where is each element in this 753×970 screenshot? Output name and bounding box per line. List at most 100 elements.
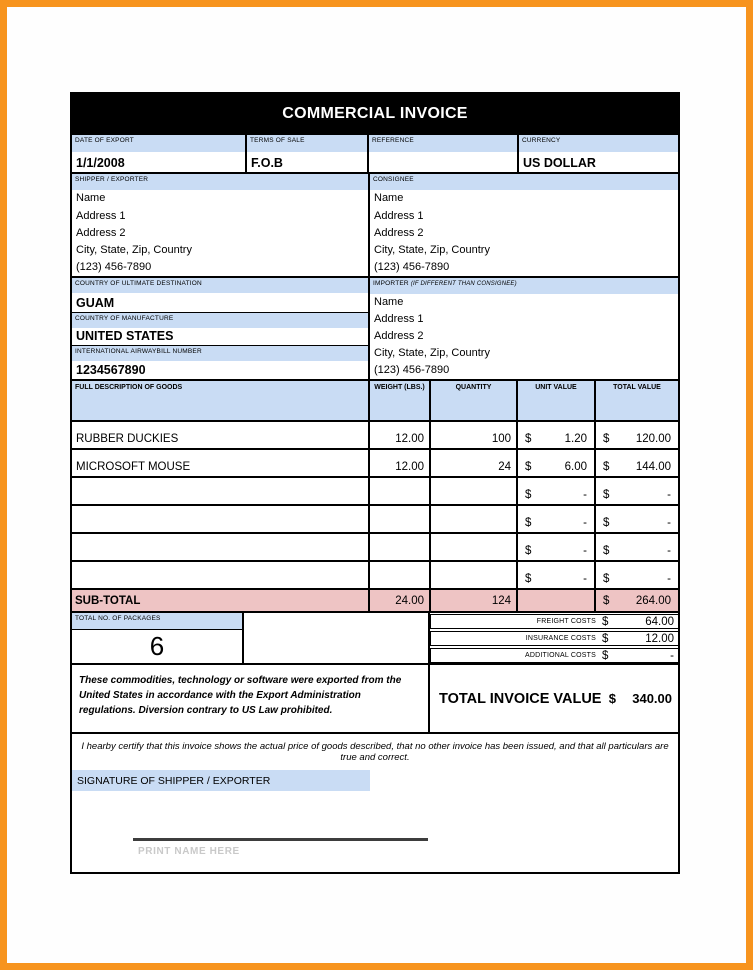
row-quantity: 24 [429,450,516,476]
row-quantity [429,478,516,504]
consignee-address1: Address 1 [374,209,424,222]
invoice-title: COMMERCIAL INVOICE [282,104,468,122]
total-invoice-label: TOTAL INVOICE VALUE [439,690,602,707]
shipper-label: SHIPPER / EXPORTER [72,174,368,190]
terms-of-sale-label: TERMS OF SALE [247,135,367,152]
header-total-value: TOTAL VALUE [594,381,678,420]
total-invoice-block: TOTAL INVOICE VALUE $ 340.00 [430,665,678,732]
importer-label: IMPORTER (IF DIFFERENT THAN CONSIGNEE) [370,278,678,294]
field-reference: REFERENCE [367,135,517,172]
insurance-costs-value: 12.00 [645,632,674,645]
shipper-exporter-block: SHIPPER / EXPORTER Name Address 1 Addres… [72,174,368,276]
goods-table: FULL DESCRIPTION OF GOODS WEIGHT (LBS.) … [72,379,678,611]
origin-importer-row: COUNTRY OF ULTIMATE DESTINATION GUAM COU… [72,276,678,379]
row-description [72,506,368,532]
goods-row: RUBBER DUCKIES 12.00 100 $1.20 $120.00 [72,422,678,450]
origin-column: COUNTRY OF ULTIMATE DESTINATION GUAM COU… [72,278,368,379]
goods-row-empty: $ - $ - [72,562,678,590]
invoice-title-bar: COMMERCIAL INVOICE [72,92,678,135]
importer-city: City, State, Zip, Country [374,347,490,360]
row-weight [368,534,429,560]
goods-row-empty: $ - $ - [72,534,678,562]
top-fields-row: DATE OF EXPORT 1/1/2008 TERMS OF SALE F.… [72,135,678,172]
importer-address2: Address 2 [374,330,424,343]
date-of-export-label: DATE OF EXPORT [72,135,245,152]
currency-label: CURRENCY [519,135,678,152]
total-invoice-value: 340.00 [632,691,672,706]
additional-costs-row: ADDITIONAL COSTS $ - [430,648,678,663]
row-description: MICROSOFT MOUSE [76,461,191,473]
signature-label: SIGNATURE OF SHIPPER / EXPORTER [77,774,271,787]
shipper-address2: Address 2 [76,226,126,239]
freight-costs-label: FREIGHT COSTS [536,618,596,625]
dollar-sign: $ [602,649,609,662]
terms-of-sale-value: F.O.B [251,156,283,170]
row-unit-value: $ - [516,534,594,560]
shipper-city: City, State, Zip, Country [76,244,192,257]
insurance-costs-row: INSURANCE COSTS $ 12.00 [430,631,678,646]
packages-block: TOTAL NO. OF PACKAGES 6 [72,613,244,663]
subtotal-weight: 24.00 [368,590,429,611]
consignee-block: CONSIGNEE Name Address 1 Address 2 City,… [368,174,678,276]
field-terms-of-sale: TERMS OF SALE F.O.B [245,135,367,172]
packages-empty-cell [244,613,430,663]
airwaybill-group: INTERNATIONAL AIRWAYBILL NUMBER 12345678… [72,345,368,379]
row-description [72,562,368,588]
statement-total-row: These commodities, technology or softwar… [72,663,678,732]
row-total-value: $ - [594,506,678,532]
additional-costs-label: ADDITIONAL COSTS [524,652,596,659]
print-name-placeholder: PRINT NAME HERE [138,846,240,857]
row-unit-value: $1.20 [516,422,594,448]
subtotal-label: SUB-TOTAL [75,594,141,607]
costs-block: FREIGHT COSTS $ 64.00 INSURANCE COSTS $ … [430,613,678,663]
row-quantity: 100 [429,422,516,448]
destination-value: GUAM [76,295,115,310]
subtotal-unit-blank [516,590,594,611]
row-unit-value: $ - [516,478,594,504]
goods-row-empty: $ - $ - [72,478,678,506]
commercial-invoice: COMMERCIAL INVOICE DATE OF EXPORT 1/1/20… [70,92,680,874]
dollar-sign: $ [602,615,609,628]
destination-group: COUNTRY OF ULTIMATE DESTINATION GUAM [72,278,368,312]
subtotal-total-value: $264.00 [594,590,678,611]
header-quantity: QUANTITY [429,381,516,420]
row-unit-value: $ - [516,562,594,588]
destination-label: COUNTRY OF ULTIMATE DESTINATION [72,278,368,293]
parties-row: SHIPPER / EXPORTER Name Address 1 Addres… [72,172,678,276]
row-unit-value: $ - [516,506,594,532]
reference-label: REFERENCE [369,135,517,152]
header-unit-value: UNIT VALUE [516,381,594,420]
row-description [72,534,368,560]
consignee-name: Name [374,192,404,205]
signature-line [133,838,428,841]
reference-value [369,152,517,172]
importer-name: Name [374,296,404,309]
packages-count: 6 [149,631,165,661]
row-total-value: $120.00 [594,422,678,448]
packages-costs-row: TOTAL NO. OF PACKAGES 6 FREIGHT COSTS $ … [72,611,678,663]
row-weight [368,562,429,588]
shipper-name: Name [76,192,106,205]
row-quantity [429,534,516,560]
export-statement: These commodities, technology or softwar… [72,665,430,732]
insurance-costs-label: INSURANCE COSTS [525,635,596,642]
packages-label: TOTAL NO. OF PACKAGES [72,613,242,630]
freight-costs-value: 64.00 [645,615,674,628]
row-description [72,478,368,504]
subtotal-quantity: 124 [429,590,516,611]
row-total-value: $ - [594,478,678,504]
consignee-phone: (123) 456-7890 [374,261,450,274]
subtotal-row: SUB-TOTAL 24.00 124 $264.00 [72,590,678,611]
row-total-value: $ - [594,534,678,560]
row-total-value: $ - [594,562,678,588]
importer-address1: Address 1 [374,313,424,326]
certification-text: I hearby certify that this invoice shows… [81,741,669,763]
field-currency: CURRENCY US DOLLAR [517,135,678,172]
manufacture-group: COUNTRY OF MANUFACTURE UNITED STATES [72,311,368,346]
goods-row-empty: $ - $ - [72,506,678,534]
row-quantity [429,506,516,532]
importer-phone: (123) 456-7890 [374,364,450,377]
importer-label-note: (IF DIFFERENT THAN CONSIGNEE) [410,281,517,287]
header-description: FULL DESCRIPTION OF GOODS [75,384,183,391]
